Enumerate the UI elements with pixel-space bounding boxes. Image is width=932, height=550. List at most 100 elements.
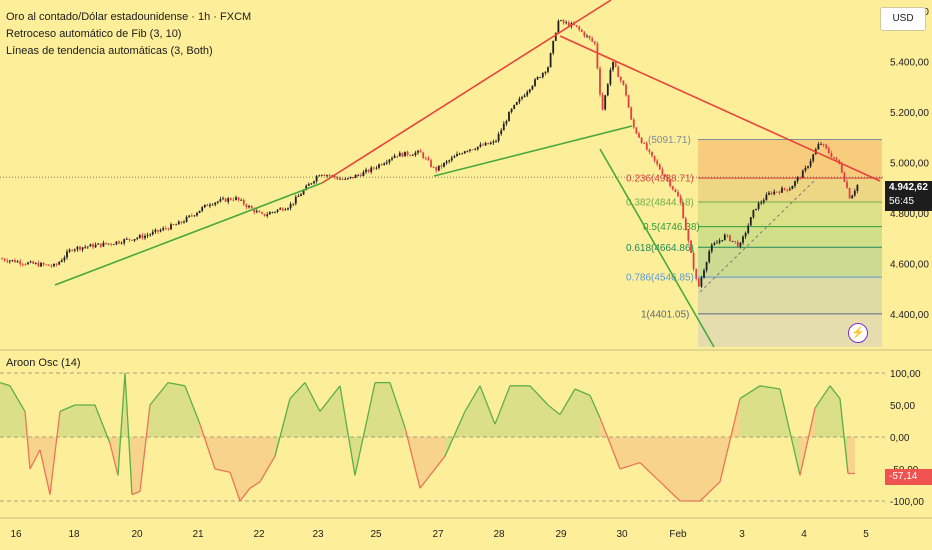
candle-body xyxy=(674,189,677,193)
osc-segment xyxy=(639,462,661,483)
candle-body xyxy=(851,195,854,199)
candle-body xyxy=(84,246,87,248)
candle-body xyxy=(479,144,482,147)
candle-body xyxy=(346,178,349,179)
candle-body xyxy=(281,208,284,211)
candle-body xyxy=(1,258,3,260)
candle-body xyxy=(578,26,581,30)
fib-label-0.5: 0.5(4746.38) xyxy=(643,222,700,233)
osc-fill xyxy=(230,437,240,501)
candle-body xyxy=(755,208,757,211)
candle-body xyxy=(378,164,380,168)
candle-body xyxy=(188,215,191,217)
candle-body xyxy=(752,210,755,218)
candle-body xyxy=(380,164,383,166)
candle-body xyxy=(66,251,68,258)
candle-body xyxy=(456,154,458,157)
candle-body xyxy=(773,191,776,195)
candle-body xyxy=(167,228,170,230)
candle-body xyxy=(138,235,141,238)
osc-segment xyxy=(124,372,133,495)
candle-body xyxy=(612,61,614,70)
candle-body xyxy=(422,152,425,158)
osc-segment xyxy=(139,404,151,492)
currency-button[interactable]: USD xyxy=(880,7,926,31)
osc-segment xyxy=(829,385,841,400)
candle-body xyxy=(775,191,778,193)
candle-body xyxy=(352,176,354,179)
candle-body xyxy=(536,77,539,80)
candle-body xyxy=(73,249,76,251)
candle-body xyxy=(664,174,666,177)
candle-body xyxy=(437,165,440,171)
candle-body xyxy=(372,167,375,169)
candle-body xyxy=(713,243,716,245)
candle-body xyxy=(606,84,609,96)
candle-body xyxy=(440,165,443,167)
candle-body xyxy=(164,228,167,229)
candle-body xyxy=(292,203,295,205)
osc-tick-label: -100,00 xyxy=(890,497,924,508)
candle-body xyxy=(154,229,157,232)
osc-fill xyxy=(420,437,430,489)
osc-segment xyxy=(659,481,681,502)
candle-body xyxy=(177,221,180,225)
osc-segment xyxy=(839,398,849,474)
candle-body xyxy=(427,158,430,161)
osc-segment xyxy=(759,385,781,390)
candle-body xyxy=(29,261,32,263)
osc-fill xyxy=(575,389,590,437)
candle-body xyxy=(588,35,591,39)
osc-fill xyxy=(560,389,575,437)
time-tick-label: 20 xyxy=(131,529,143,540)
candle-body xyxy=(729,235,731,242)
osc-segment xyxy=(39,449,51,495)
candle-body xyxy=(580,29,583,32)
candle-body xyxy=(414,152,417,156)
osc-segment xyxy=(699,481,721,502)
osc-segment xyxy=(9,385,26,412)
candle-body xyxy=(268,212,271,215)
osc-fill xyxy=(0,382,10,437)
osc-fill xyxy=(215,437,230,473)
candle-body xyxy=(68,249,71,252)
candle-body xyxy=(63,257,66,261)
candle-body xyxy=(770,192,773,195)
osc-segment xyxy=(319,385,341,412)
osc-fill xyxy=(848,437,855,474)
candle-body xyxy=(370,167,373,172)
candle-body xyxy=(180,221,183,223)
osc-fill xyxy=(200,424,215,469)
candle-body xyxy=(630,107,633,120)
candle-body xyxy=(632,119,635,128)
time-tick-label: 23 xyxy=(312,529,324,540)
candle-body xyxy=(432,166,435,168)
candle-body xyxy=(136,237,139,240)
fib-label-0.382: 0.382(4844.18) xyxy=(626,197,694,208)
candle-body xyxy=(6,260,9,262)
osc-segment xyxy=(117,372,126,476)
candle-body xyxy=(107,243,110,245)
lightning-icon[interactable]: ⚡ xyxy=(848,323,868,343)
fib-label-0: (5091.71) xyxy=(648,135,691,146)
candle-body xyxy=(508,111,510,122)
osc-fill xyxy=(405,427,420,489)
candle-body xyxy=(344,178,347,180)
osc-fill xyxy=(260,437,275,482)
candle-body xyxy=(253,208,256,213)
candle-body xyxy=(768,192,770,195)
candle-body xyxy=(552,40,555,54)
candle-body xyxy=(651,151,653,156)
time-tick-label: 25 xyxy=(370,529,382,540)
candle-body xyxy=(37,262,40,267)
candle-body xyxy=(718,240,721,243)
fib-label-0.236: 0.236(4938.71) xyxy=(626,174,694,185)
candle-body xyxy=(125,238,128,240)
candle-body xyxy=(721,240,724,241)
candle-body xyxy=(622,80,625,85)
candle-body xyxy=(445,161,448,163)
bar-countdown: 56:45 xyxy=(889,196,915,207)
legend-fib: Retroceso automático de Fib (3, 10) xyxy=(6,28,182,40)
candle-body xyxy=(562,20,565,23)
